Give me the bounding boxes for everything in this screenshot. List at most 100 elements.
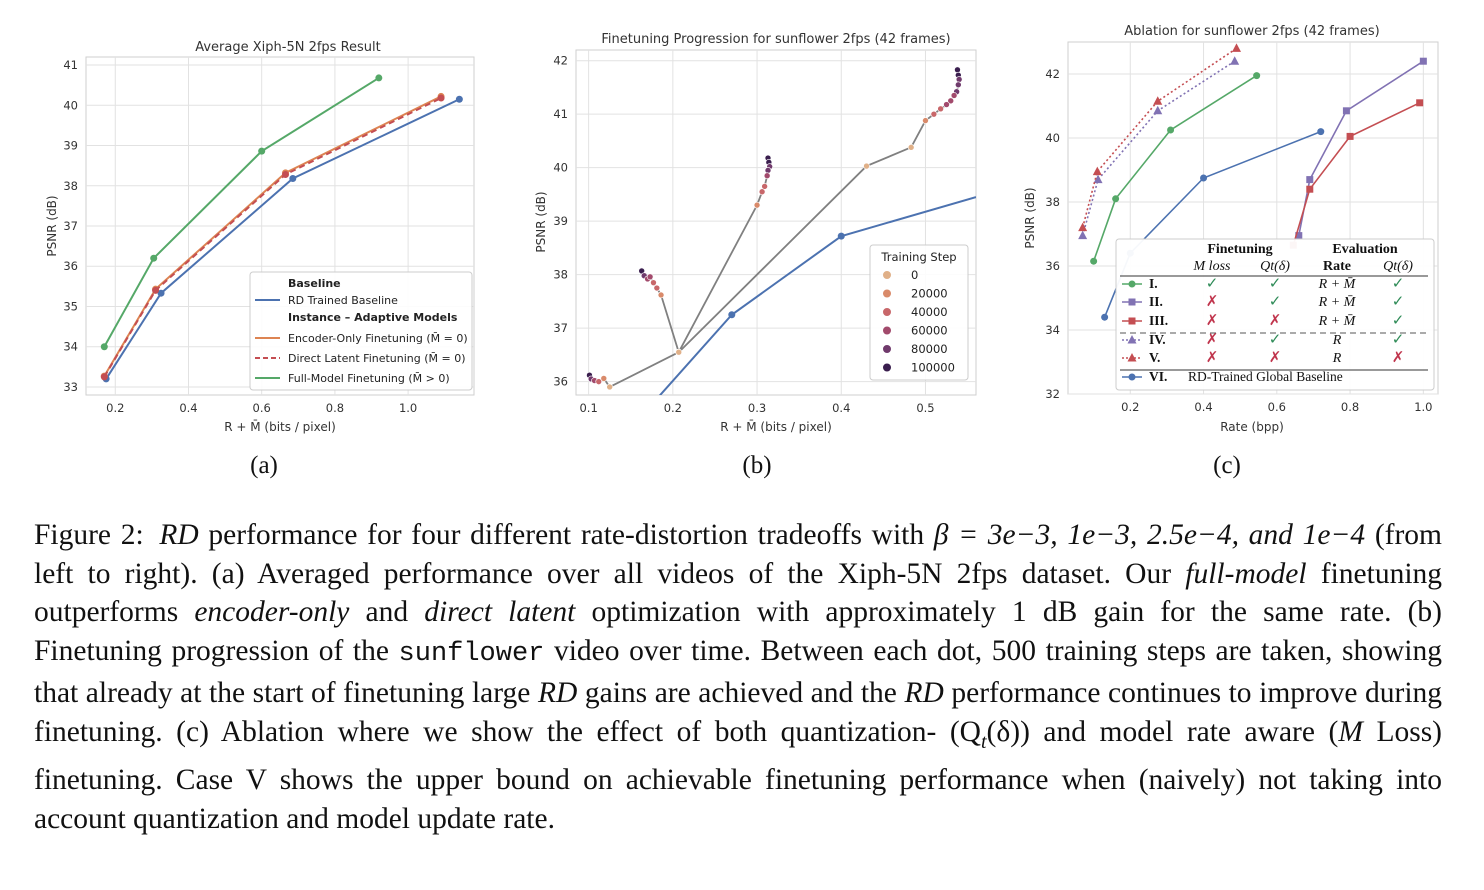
legend-entry-direct-latent: Direct Latent Finetuning (M̄ = 0): [288, 352, 466, 365]
data-point: [1317, 128, 1325, 136]
series-line-0: [1092, 74, 1258, 262]
training-step-point: [657, 291, 665, 299]
legend-header-baseline: Baseline: [288, 277, 341, 290]
y-tick-label: 36: [553, 375, 568, 389]
panel-b-ylabel: PSNR (dB): [534, 191, 548, 252]
table-legend-marker: [1127, 353, 1137, 362]
data-point: [152, 286, 160, 294]
x-tick-label: 1.0: [1414, 400, 1432, 414]
legend-header-instance-adaptive: Instance – Adaptive Models: [288, 311, 458, 324]
series-line-2: [103, 97, 442, 378]
table-row-baseline-text: RD-Trained Global Baseline: [1188, 369, 1343, 384]
caption-rd-1: RD: [159, 519, 199, 551]
y-tick-label: 42: [553, 54, 568, 68]
training-step-point: [863, 162, 870, 170]
legend-step-label: 60000: [911, 324, 948, 338]
panel-a-legend: Baseline RD Trained Baseline Instance – …: [249, 271, 473, 391]
data-point: [437, 94, 445, 102]
caption-rd-2: RD: [537, 676, 578, 709]
y-tick-label: 39: [553, 214, 568, 228]
training-step-point: [930, 110, 938, 118]
y-tick-label: 38: [1045, 195, 1060, 209]
caption-s1: performance for four different rate-dist…: [208, 519, 925, 551]
data-point: [1342, 107, 1350, 115]
caption-beta: β = 3e−3, 1e−3, 2.5e−4, and 1e−4: [933, 519, 1366, 551]
data-point: [455, 95, 463, 103]
caption-direct-latent: direct latent: [424, 596, 576, 629]
caption-s5: optimization with approximately 1 dB gai…: [34, 596, 1443, 668]
y-tick-label: 32: [1045, 387, 1060, 401]
legend-step-marker: [883, 271, 891, 279]
data-point: [1230, 56, 1240, 65]
caption-s9: (δ)) and model rate aware (: [986, 715, 1339, 748]
data-point: [1093, 174, 1103, 184]
training-step-point: [653, 284, 661, 292]
training-step-point: [922, 117, 929, 124]
baseline-point: [728, 311, 736, 319]
y-tick-label: 35: [63, 299, 78, 313]
caption-s2: (from left to right). (a) Averaged perfo…: [34, 519, 1442, 590]
table-header-finetuning: Finetuning: [1207, 242, 1272, 257]
table-legend-marker: [1128, 298, 1136, 306]
y-tick-label: 41: [63, 58, 78, 72]
training-step-point: [764, 167, 772, 174]
panel-c-label: (c): [1213, 452, 1241, 479]
x-tick-label: 0.4: [832, 401, 850, 415]
table-legend-marker: [1128, 373, 1136, 381]
data-point: [1090, 257, 1098, 265]
caption-s7: gains are achieved and the: [584, 676, 897, 709]
y-tick-label: 37: [63, 219, 78, 233]
caption-prefix: Figure 2:: [34, 519, 144, 551]
caption-s4: and: [365, 596, 409, 629]
legend-step-label: 20000: [911, 287, 948, 301]
y-tick-label: 34: [63, 340, 78, 354]
legend-step-marker: [883, 289, 891, 298]
y-tick-label: 37: [553, 321, 568, 335]
caption-full-model: full-model: [1185, 557, 1307, 590]
table-header-evaluation: Evaluation: [1332, 242, 1398, 257]
y-tick-label: 40: [553, 161, 568, 175]
training-step-point: [675, 348, 683, 356]
data-point: [100, 373, 108, 381]
training-step-point: [955, 76, 963, 83]
x-tick-label: 0.6: [1268, 400, 1286, 414]
x-tick-label: 0.2: [1121, 400, 1139, 414]
y-tick-label: 36: [1045, 259, 1060, 273]
table-cell: R: [1332, 351, 1342, 366]
y-tick-label: 33: [63, 380, 78, 394]
figure-caption: Figure 2: RD performance for four differ…: [34, 516, 1442, 839]
x-tick-label: 0.3: [748, 401, 766, 415]
table-cell: ✓: [1392, 292, 1405, 310]
legend-step-marker: [883, 345, 891, 353]
panel-c-ylabel: PSNR (dB): [1023, 187, 1037, 248]
table-cell: ✓: [1392, 274, 1405, 292]
data-point: [1306, 176, 1314, 184]
training-step-point: [761, 183, 768, 190]
x-tick-label: 1.0: [399, 401, 417, 415]
data-point: [1167, 126, 1175, 134]
panel-a-xlabel: R + M̄ (bits / pixel): [224, 420, 336, 434]
data-point: [150, 254, 158, 262]
legend-b-title: Training Step: [880, 250, 956, 264]
figure-2: 0.2 0.4 0.6 0.8 1.0 33 34 35 36 37 38 39 40 41 Averag…: [45, 24, 1439, 479]
legend-step-label: 80000: [911, 342, 948, 356]
table-row-label: I.: [1149, 276, 1158, 291]
training-step-point: [937, 105, 944, 113]
data-point: [1078, 222, 1088, 232]
series-line-4: [1081, 47, 1237, 228]
training-step-point: [646, 273, 654, 281]
table-cell: ✗: [1269, 311, 1282, 329]
y-tick-label: 40: [1045, 131, 1060, 145]
data-point: [1253, 72, 1261, 80]
data-point: [1295, 232, 1303, 240]
x-tick-label: 0.4: [179, 401, 197, 415]
training-step-point: [950, 92, 958, 99]
y-tick-label: 34: [1045, 323, 1060, 337]
data-point: [1200, 174, 1208, 182]
table-legend-marker: [1128, 280, 1136, 288]
x-tick-label: 0.4: [1194, 400, 1212, 414]
training-step-point: [600, 375, 608, 382]
data-point: [1112, 195, 1120, 203]
data-point: [1416, 99, 1424, 107]
panel-a-title: Average Xiph-5N 2fps Result: [195, 40, 381, 55]
